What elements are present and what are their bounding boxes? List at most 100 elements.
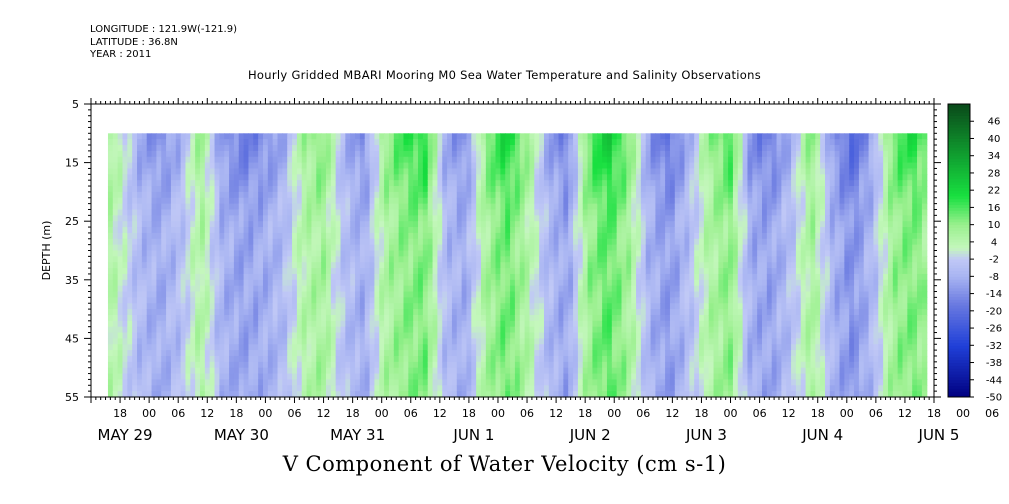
heatmap-cell (277, 326, 283, 334)
heatmap-cell (563, 355, 569, 363)
heatmap-cell (471, 221, 477, 228)
heatmap-cell (209, 156, 216, 164)
heatmap-cell (195, 326, 201, 334)
heatmap-cell (137, 174, 143, 181)
heatmap-cell (573, 355, 579, 363)
heatmap-cell (238, 145, 245, 152)
heatmap-cell (355, 145, 361, 152)
heatmap-cell (151, 332, 157, 339)
heatmap-cell (490, 373, 497, 381)
heatmap-cell (325, 355, 332, 363)
heatmap-cell (500, 297, 506, 304)
heatmap-cell (558, 344, 564, 351)
heatmap-cell (427, 361, 434, 369)
heatmap-cell (253, 309, 259, 316)
heatmap-cell (325, 273, 332, 281)
heatmap-cell (209, 332, 216, 339)
heatmap-cell (146, 279, 153, 287)
heatmap-cell (161, 262, 167, 269)
heatmap-cell (471, 326, 477, 334)
heatmap-cell (287, 209, 293, 216)
heatmap-cell (408, 174, 414, 181)
heatmap-cell (267, 145, 274, 152)
heatmap-cell (481, 244, 487, 252)
heatmap-cell (170, 203, 177, 211)
heatmap-cell (384, 332, 390, 339)
heatmap-cell (529, 373, 535, 381)
heatmap-cell (137, 379, 143, 386)
heatmap-cell (224, 180, 230, 187)
heatmap-cell (505, 139, 511, 146)
heatmap-cell (437, 361, 443, 369)
heatmap-cell (132, 215, 138, 222)
heatmap-cell (432, 232, 438, 240)
heatmap-cell (161, 244, 167, 252)
heatmap-cell (543, 273, 550, 281)
heatmap-cell (359, 361, 366, 369)
heatmap-cell (355, 156, 361, 164)
heatmap-cell (190, 186, 196, 193)
heatmap-cell (175, 309, 182, 316)
heatmap-cell (505, 203, 511, 211)
heatmap-cell (500, 291, 506, 298)
heatmap-cell (573, 332, 579, 339)
heatmap-cell (151, 133, 157, 140)
heatmap-cell (224, 156, 230, 164)
heatmap-cell (185, 156, 191, 164)
heatmap-cell (388, 227, 395, 234)
heatmap-cell (359, 145, 366, 152)
heatmap-cell (292, 350, 298, 357)
heatmap-cell (398, 256, 405, 263)
heatmap-cell (350, 186, 356, 193)
heatmap-cell (451, 221, 458, 228)
heatmap-cell (185, 303, 191, 310)
heatmap-cell (505, 156, 511, 164)
heatmap-cell (597, 355, 603, 363)
heatmap-cell (170, 373, 177, 381)
heatmap-cell (519, 350, 526, 357)
heatmap-cell (626, 320, 632, 328)
heatmap-cell (238, 162, 245, 170)
heatmap-cell (335, 355, 342, 363)
heatmap-cell (330, 150, 337, 158)
heatmap-cell (262, 332, 269, 339)
heatmap-cell (422, 232, 429, 240)
heatmap-cell (316, 279, 322, 287)
heatmap-cell (316, 203, 322, 211)
heatmap-cell (306, 373, 313, 381)
heatmap-cell (306, 344, 313, 351)
heatmap-cell (267, 244, 274, 252)
heatmap-cell (282, 221, 288, 228)
heatmap-cell (340, 309, 346, 316)
heatmap-cell (606, 156, 613, 164)
heatmap-cell (582, 156, 589, 164)
heatmap-cell (219, 156, 225, 164)
heatmap-cell (122, 379, 128, 386)
heatmap-cell (117, 309, 124, 316)
heatmap-cell (476, 145, 482, 152)
heatmap-cell (510, 279, 516, 287)
heatmap-cell (296, 256, 303, 263)
heatmap-cell (156, 232, 162, 240)
heatmap-cell (451, 186, 458, 193)
heatmap-cell (403, 221, 409, 228)
heatmap-cell (335, 373, 342, 381)
heatmap-cell (350, 385, 356, 392)
heatmap-cell (461, 197, 468, 205)
heatmap-cell (587, 227, 594, 234)
heatmap-cell (214, 250, 220, 257)
heatmap-cell (422, 344, 429, 351)
heatmap-cell (606, 227, 613, 234)
heatmap-cell (350, 162, 356, 170)
heatmap-cell (214, 156, 220, 164)
heatmap-cell (393, 174, 400, 181)
heatmap-cell (432, 133, 438, 140)
heatmap-cell (606, 209, 613, 216)
heatmap-cell (262, 367, 269, 375)
heatmap-cell (359, 139, 366, 146)
heatmap-cell (442, 262, 448, 269)
heatmap-cell (127, 273, 133, 281)
heatmap-cell (461, 203, 468, 211)
heatmap-cell (146, 174, 153, 181)
heatmap-cell (166, 244, 172, 252)
